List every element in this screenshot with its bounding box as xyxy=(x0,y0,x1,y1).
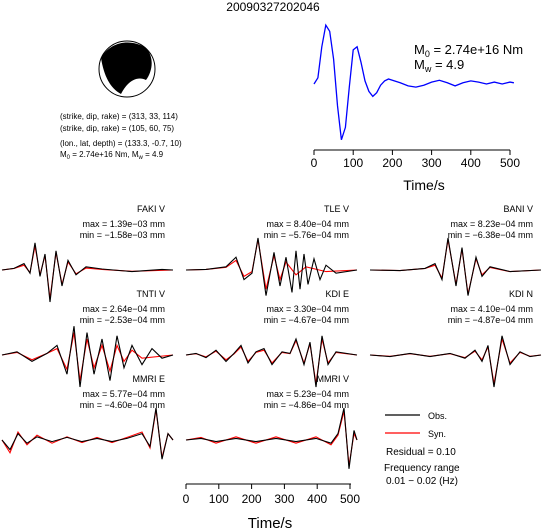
legend-obs-label: Obs. xyxy=(428,411,447,421)
observed-trace xyxy=(185,335,358,388)
beachball-compression-quadrant xyxy=(101,42,152,94)
synthetic-trace xyxy=(369,338,542,384)
station-min: min = −5.76e−04 mm xyxy=(264,230,349,240)
stf-tick-label: 0 xyxy=(311,156,318,170)
observed-trace xyxy=(185,407,358,469)
waveform-tick-label: 100 xyxy=(209,492,229,506)
synthetic-trace xyxy=(1,409,174,458)
station-max: max = 5.77e−04 mm xyxy=(82,389,165,399)
station-min: min = −4.60e−04 mm xyxy=(80,400,165,410)
observed-trace xyxy=(369,335,542,388)
waveform-tick-label: 400 xyxy=(307,492,327,506)
stf-x-axis-label: Time/s xyxy=(403,177,444,193)
observed-trace xyxy=(1,242,174,303)
observed-trace xyxy=(185,237,358,296)
station-name: KDI E xyxy=(325,289,349,299)
station-min: min = −4.67e−04 mm xyxy=(264,315,349,325)
station-name: BANI V xyxy=(503,204,533,214)
station-min: min = −1.58e−03 mm xyxy=(80,230,165,240)
station-min: min = −4.87e−04 mm xyxy=(448,315,533,325)
mechanism-location: (lon., lat, depth) = (133.3, -0.7, 10) xyxy=(60,139,182,148)
station-name: FAKI V xyxy=(137,204,165,214)
mechanism-plane-2: (strike, dip, rake) = (105, 60, 75) xyxy=(60,124,174,133)
stf-tick-label: 300 xyxy=(422,156,442,170)
synthetic-trace xyxy=(185,411,358,466)
station-max: max = 3.30e−04 mm xyxy=(266,304,349,314)
station-name: MMRI E xyxy=(133,374,166,384)
stf-tick-label: 500 xyxy=(500,156,520,170)
stf-moment-label: M0 = 2.74e+16 Nm xyxy=(414,42,523,59)
stf-tick-label: 200 xyxy=(382,156,402,170)
legend-syn-label: Syn. xyxy=(428,429,446,439)
source-time-function-panel: M0 = 2.74e+16 Nm Mw = 4.9 0 100 200 300 400 5… xyxy=(311,23,523,193)
waveform-legend: Obs. Syn. Residual = 0.10 Frequency rang… xyxy=(384,411,460,487)
frequency-range-value: 0.01 − 0.02 (Hz) xyxy=(386,476,458,487)
station-max: max = 1.39e−03 mm xyxy=(82,219,165,229)
waveform-tick-label: 300 xyxy=(274,492,294,506)
waveform-tick-label: 500 xyxy=(340,492,360,506)
mechanism-moment: M0 = 2.74e+16 Nm, Mw = 4.9 xyxy=(60,150,164,161)
stf-mw-label: Mw = 4.9 xyxy=(414,57,464,74)
station-min: min = −2.53e−04 mm xyxy=(80,315,165,325)
station-max: max = 8.40e−04 mm xyxy=(266,219,349,229)
observed-trace xyxy=(369,237,542,296)
observed-trace xyxy=(1,407,174,460)
waveform-x-axis-label: Time/s xyxy=(248,515,292,530)
station-name: MMRI V xyxy=(317,374,350,384)
stf-x-ticks: 0 100 200 300 400 500 xyxy=(311,150,520,170)
station-name: TNTI V xyxy=(137,289,166,299)
station-max: max = 4.10e−04 mm xyxy=(450,304,533,314)
stf-tick-label: 100 xyxy=(343,156,363,170)
stf-line xyxy=(313,23,515,140)
stf-tick-label: 400 xyxy=(461,156,481,170)
residual-label: Residual = 0.10 xyxy=(386,447,456,458)
mechanism-parameters: (strike, dip, rake) = (313, 33, 114) (st… xyxy=(60,112,182,161)
mechanism-plane-1: (strike, dip, rake) = (313, 33, 114) xyxy=(60,112,178,121)
waveform-x-ticks: 0 100 200 300 400 500 xyxy=(183,484,360,506)
figure-title: 20090327202046 xyxy=(226,0,320,14)
waveform-tick-label: 0 xyxy=(183,492,190,506)
waveform-tick-label: 200 xyxy=(242,492,262,506)
station-max: max = 5.23e−04 mm xyxy=(266,389,349,399)
station-name: TLE V xyxy=(324,204,349,214)
station-name: KDI N xyxy=(509,289,533,299)
frequency-range-label: Frequency range xyxy=(384,463,460,474)
station-min: min = −4.86e−04 mm xyxy=(264,400,349,410)
station-max: max = 8.23e−04 mm xyxy=(450,219,533,229)
station-max: max = 2.64e−04 mm xyxy=(82,304,165,314)
station-min: min = −6.38e−04 mm xyxy=(448,230,533,240)
observed-trace xyxy=(1,326,174,388)
focal-mechanism-beachball xyxy=(98,40,156,98)
